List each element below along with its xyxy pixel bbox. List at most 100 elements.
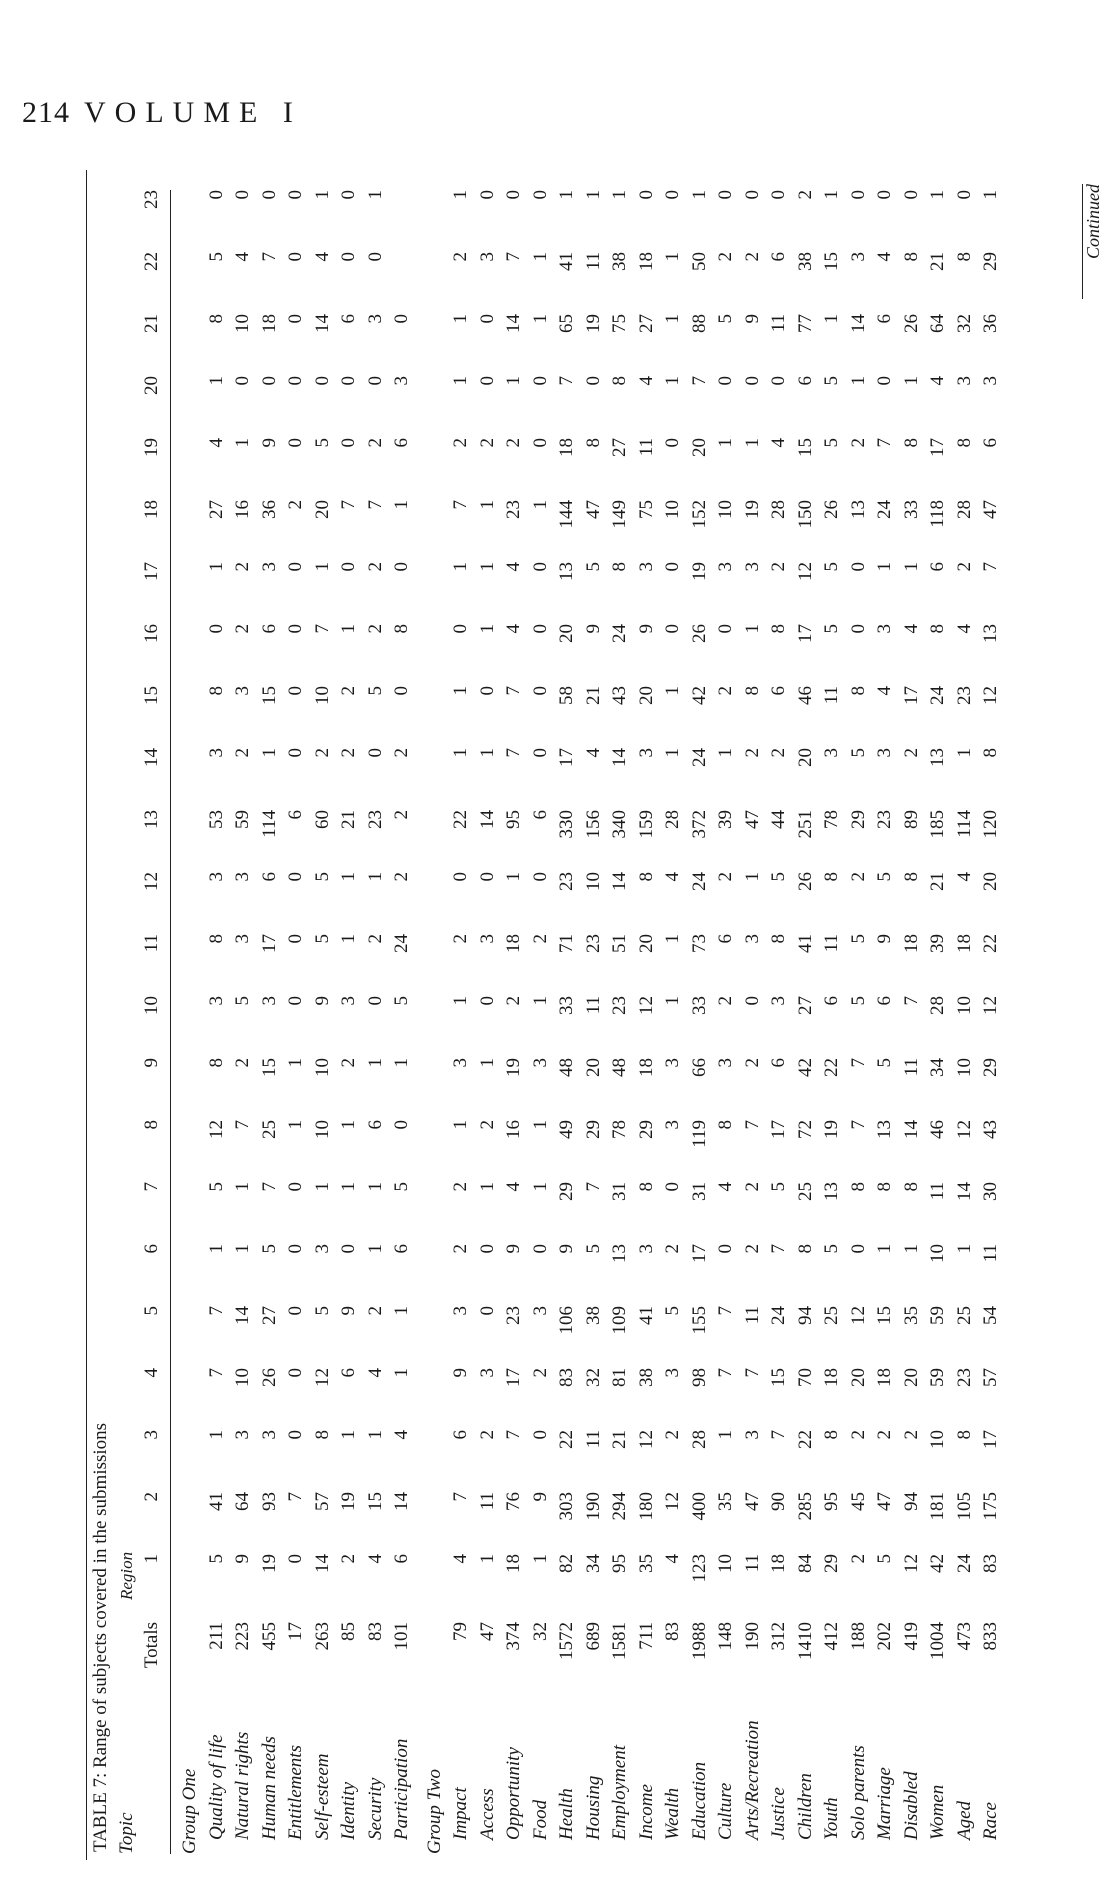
region-value-cell: 0 — [529, 1244, 551, 1254]
region-value-cell: 3 — [338, 996, 360, 1006]
region-value-cell: 23 — [582, 934, 604, 953]
region-value-cell: 6 — [927, 562, 949, 572]
region-value-cell: 41 — [556, 252, 578, 271]
region-value-cell: 7 — [258, 1182, 280, 1192]
group-row: Group Two — [416, 190, 449, 1854]
region-value-cell: 2 — [364, 562, 386, 572]
region-value-cell: 2 — [794, 190, 816, 200]
region-value-cell: 6 — [980, 438, 1002, 448]
region-value-cell: 1 — [450, 1120, 472, 1130]
region-value-cell: 11 — [927, 1182, 949, 1201]
topic-cell: Entitlements — [285, 1745, 307, 1840]
region-value-cell: 30 — [980, 1182, 1002, 1201]
topic-cell: Impact — [450, 1787, 472, 1840]
region-value-cell: 6 — [391, 438, 413, 448]
region-value-cell: 3 — [980, 376, 1002, 386]
region-value-cell: 7 — [582, 1182, 604, 1192]
region-value-cell: 1 — [476, 1182, 498, 1192]
region-value-cell: 39 — [715, 810, 737, 829]
region-value-cell: 0 — [450, 624, 472, 634]
region-value-cell: 1 — [662, 686, 684, 696]
total-cell: 202 — [874, 1622, 896, 1651]
region-value-cell: 15 — [794, 438, 816, 457]
region-value-cell: 3 — [476, 934, 498, 944]
region-value-cell: 4 — [364, 1554, 386, 1564]
rotated-table-wrapper: TABLE 7: Range of subjects covered in th… — [86, 170, 1104, 1860]
region-value-cell: 1 — [900, 562, 922, 572]
region-value-cell: 7 — [847, 1120, 869, 1130]
region-value-cell: 1 — [741, 872, 763, 882]
region-value-cell: 11 — [900, 1058, 922, 1077]
region-value-cell: 8 — [847, 1182, 869, 1192]
region-value-cell: 1 — [503, 872, 525, 882]
region-value-cell: 11 — [741, 1554, 763, 1573]
region-column-header: 14 — [138, 748, 171, 810]
region-value-cell: 14 — [900, 1120, 922, 1139]
region-value-cell: 94 — [794, 1306, 816, 1325]
region-value-cell: 10 — [953, 1058, 975, 1077]
region-value-cell: 0 — [285, 1368, 307, 1378]
region-column-header: 11 — [138, 934, 171, 996]
region-value-cell: 19 — [503, 1058, 525, 1077]
region-value-cell: 2 — [662, 1430, 684, 1440]
region-value-cell: 175 — [980, 1492, 1002, 1521]
region-value-cell: 22 — [794, 1430, 816, 1449]
region-value-cell: 0 — [285, 1182, 307, 1192]
region-value-cell: 47 — [741, 810, 763, 829]
region-value-cell: 38 — [794, 252, 816, 271]
region-value-cell: 7 — [980, 562, 1002, 572]
total-cell: 17 — [285, 1622, 307, 1641]
region-value-cell: 26 — [258, 1368, 280, 1387]
region-value-cell: 29 — [980, 252, 1002, 271]
region-value-cell: 0 — [476, 996, 498, 1006]
region-value-cell: 3 — [258, 1430, 280, 1440]
region-value-cell: 1 — [503, 376, 525, 386]
region-value-cell: 1 — [715, 748, 737, 758]
region-value-cell: 38 — [582, 1306, 604, 1325]
region-value-cell: 3 — [232, 686, 254, 696]
topic-cell: Justice — [768, 1787, 790, 1840]
region-value-cell: 28 — [927, 996, 949, 1015]
region-value-cell: 0 — [476, 314, 498, 324]
region-value-cell: 8 — [768, 624, 790, 634]
total-cell: 689 — [582, 1622, 604, 1651]
top-rule — [86, 170, 87, 1860]
region-value-cell: 2 — [847, 1554, 869, 1564]
region-value-cell: 1 — [927, 190, 949, 200]
region-value-cell: 11 — [821, 934, 843, 953]
region-value-cell: 159 — [635, 810, 657, 839]
region-value-cell: 71 — [556, 934, 578, 953]
region-value-cell: 5 — [821, 1244, 843, 1254]
region-value-cell: 8 — [582, 438, 604, 448]
region-value-cell: 12 — [794, 562, 816, 581]
region-value-cell: 1 — [529, 1120, 551, 1130]
region-value-cell: 0 — [529, 190, 551, 200]
region-column-header: 1 — [138, 1554, 171, 1616]
region-value-cell: 3 — [662, 1368, 684, 1378]
region-value-cell: 150 — [794, 500, 816, 529]
topic-cell: Natural rights — [232, 1731, 254, 1840]
table-row: Culture 148 10 35 1 7 7 0 4 8 3 2 6 2 39 1 2 0 3 10 1 0 5 2 0 — [713, 190, 740, 1854]
region-value-cell: 4 — [311, 252, 333, 262]
region-value-cell: 17 — [980, 1430, 1002, 1449]
total-cell: 1988 — [688, 1622, 710, 1660]
region-value-cell: 21 — [927, 872, 949, 891]
region-value-cell: 4 — [900, 624, 922, 634]
region-value-cell: 21 — [338, 810, 360, 829]
region-value-cell: 84 — [794, 1554, 816, 1573]
region-value-cell: 1 — [450, 562, 472, 572]
region-value-cell: 14 — [847, 314, 869, 333]
region-value-cell: 38 — [609, 252, 631, 271]
region-value-cell: 93 — [258, 1492, 280, 1511]
region-value-cell: 4 — [364, 1368, 386, 1378]
region-value-cell: 0 — [391, 562, 413, 572]
region-value-cell: 6 — [391, 1554, 413, 1564]
region-value-cell: 7 — [338, 500, 360, 510]
total-cell: 101 — [391, 1622, 413, 1651]
subjects-table: Topic Region Totals 1 2 3 4 5 6 7 8 9 10 11 12 13 14 1… — [116, 190, 1005, 1854]
total-cell: 83 — [364, 1622, 386, 1641]
region-value-cell: 98 — [688, 1368, 710, 1387]
region-value-cell: 5 — [821, 438, 843, 448]
region-value-cell: 109 — [609, 1306, 631, 1335]
region-value-cell: 75 — [609, 314, 631, 333]
